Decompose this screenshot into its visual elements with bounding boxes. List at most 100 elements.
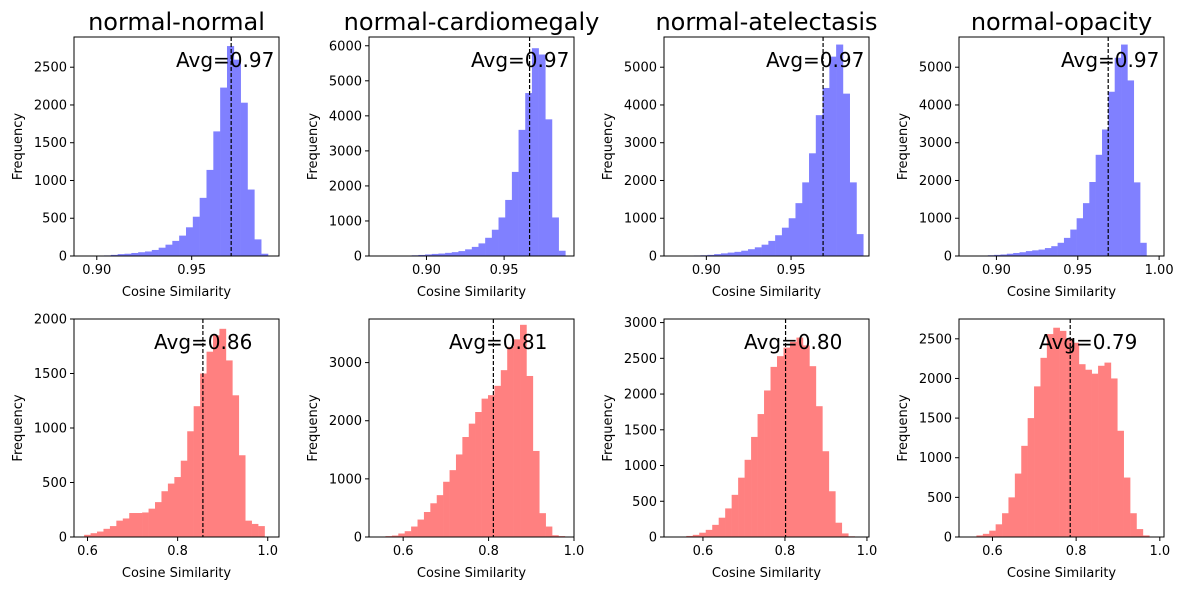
histogram-bar [513,339,521,537]
y-tick-label: 500 [42,476,67,491]
x-tick-label: 1.0 [1149,544,1170,559]
histogram-bar [815,406,823,537]
histogram-bar [206,351,214,537]
histogram-bar [135,513,143,537]
histogram-bar [462,437,470,537]
histogram-bar [551,217,559,256]
histogram-bar [545,119,553,257]
histogram-bar [1063,237,1071,256]
histogram-bar [148,508,156,537]
histogram-bar [1108,91,1116,256]
histogram-bar [1085,369,1092,537]
x-tick-label: 0.6 [77,544,98,559]
x-tick-label: 0.6 [393,544,414,559]
histogram-bar [206,169,214,256]
histogram-bar [836,44,844,256]
subplot-6: 0.6 0.8 1.0 0 1000 2000 3000 Cosine Similarity F… [306,318,584,581]
histogram-bar [532,450,540,537]
histogram-bar [714,254,722,256]
histogram-bar [1051,246,1058,256]
histogram-bar [451,252,459,256]
y-tick-label: 1000 [34,174,67,189]
histogram-bar [505,199,513,256]
histogram-bar [443,481,450,537]
histogram-bar [1123,477,1131,537]
histogram-bar [423,512,431,537]
x-axis-label: Cosine Similarity [1007,285,1117,300]
histogram-bar [155,502,162,537]
y-tick-label: 5000 [624,61,657,76]
y-tick-label: 3000 [329,144,362,159]
histogram-bar [90,533,98,537]
histogram-bar [1140,242,1147,256]
axes-frame [663,36,870,257]
histogram-bar [245,520,252,537]
axes-frame [663,318,870,538]
histogram-bar [1072,342,1080,537]
histogram-bar [485,237,493,256]
axes-frame [958,318,1165,538]
subplot-2: 0.90 0.95 0 1000 2000 3000 4000 5000 6000 Cosine … [306,8,599,300]
x-tick-label: 0.8 [1066,544,1087,559]
histogram-bar [1040,357,1048,537]
x-tick-label: 0.90 [82,263,111,278]
histogram-bar [1038,249,1046,256]
histogram-bar [754,247,762,256]
histogram-bar [686,535,694,537]
histogram-bar [411,526,418,537]
histogram-bar [718,517,726,537]
histogram-bar [417,519,425,537]
y-tick-label: 3000 [624,136,657,151]
subplot-4: 0.90 0.95 1.00 0 1000 2000 3000 4000 5000 Cosine … [896,8,1174,300]
histogram-bar [1059,330,1067,537]
axes-frame [368,36,575,257]
histogram-bar [1046,334,1054,537]
histogram-bar [789,341,797,537]
histogram-bar [707,254,715,256]
x-axis-label: Cosine Similarity [417,285,527,300]
histogram-bar [185,227,194,256]
y-tick-label: 4000 [329,109,362,124]
histogram-bar [1142,535,1150,537]
histogram-bar [1006,253,1014,256]
histogram-bar [491,229,499,256]
histogram-bar [1070,229,1077,256]
histogram-bar [720,253,729,256]
histogram-bar [705,529,713,537]
histogram-bar [1098,365,1105,537]
x-axis-label: Cosine Similarity [122,566,232,581]
histogram-bar [1104,362,1112,537]
histogram-bar [498,217,506,256]
histogram-bar [1117,430,1124,537]
histogram-bar [1095,154,1103,256]
x-tick-label: 0.95 [490,263,519,278]
average-annotation: Avg=0.81 [449,330,547,354]
histogram-bar [165,244,173,256]
histogram-bar [225,360,233,537]
average-annotation: Avg=0.97 [1061,48,1159,72]
x-tick-label: 0.90 [692,263,721,278]
histogram-bar [795,203,803,256]
histogram-bar [744,459,752,537]
x-tick-label: 0.95 [1063,263,1092,278]
y-tick-label: 1000 [329,472,362,487]
x-tick-label: 0.6 [982,544,1003,559]
y-tick-label: 3000 [919,136,952,151]
histogram-bar [525,93,533,257]
histogram-bar [783,347,791,537]
histogram-bar [261,253,269,256]
histogram-bar [199,197,207,256]
histogram-bar [494,385,502,537]
histogram-bar [849,182,857,256]
histogram-bar [1078,364,1086,537]
histogram-bar [842,93,850,256]
histogram-bar [174,477,182,537]
histogram-bar [751,436,758,537]
histogram-bar [1025,251,1033,256]
histogram-bar [129,513,136,537]
y-tick-label: 0 [649,531,657,546]
histogram-bar [770,366,778,537]
histogram-bar [727,252,735,256]
histogram-bar [856,234,864,256]
y-axis-label: Frequency [306,113,321,180]
